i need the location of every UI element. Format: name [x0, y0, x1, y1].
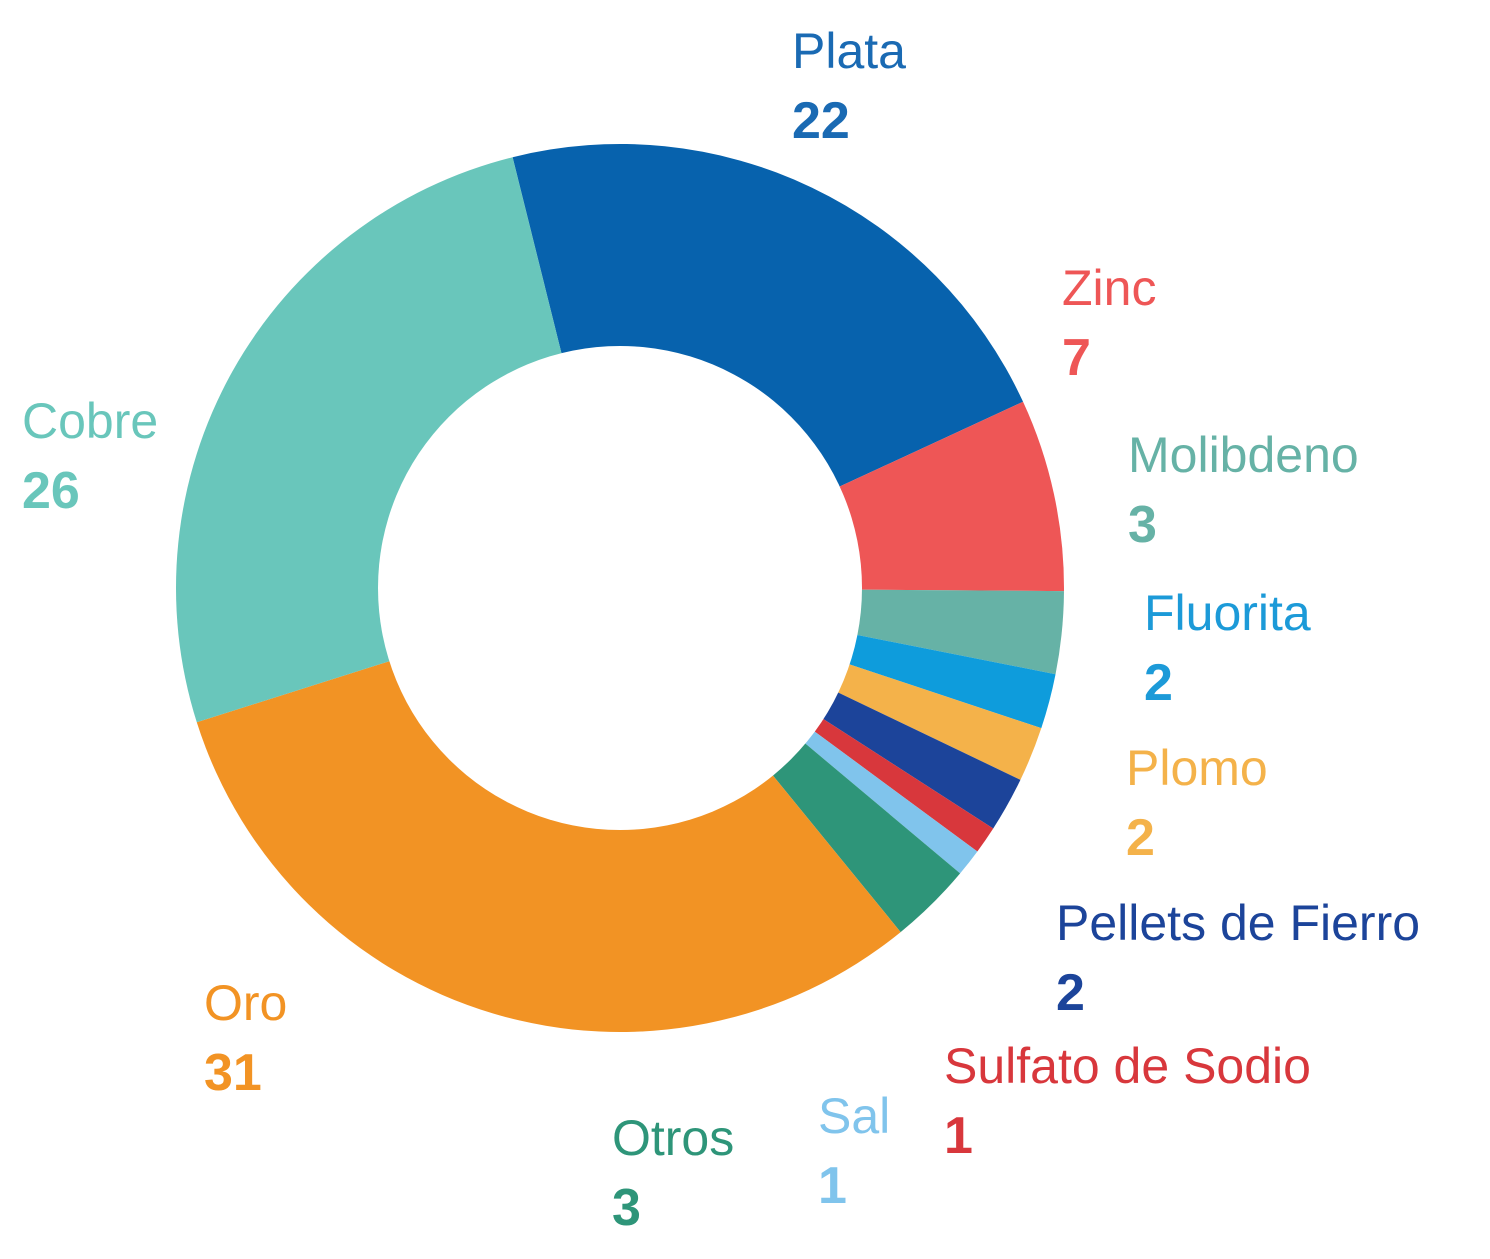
label-pellets-de-fierro: Pellets de Fierro — [1056, 895, 1420, 951]
label-sulfato-de-sodio: Sulfato de Sodio — [944, 1038, 1311, 1094]
label-sal: Sal — [818, 1088, 890, 1144]
label-oro: Oro — [204, 975, 287, 1031]
label-zinc: Zinc — [1062, 260, 1156, 316]
label-molibdeno: Molibdeno — [1128, 427, 1359, 483]
value-cobre: 26 — [22, 462, 80, 520]
value-sal: 1 — [818, 1157, 847, 1215]
value-plomo: 2 — [1126, 809, 1155, 867]
value-oro: 31 — [204, 1044, 262, 1102]
label-otros: Otros — [612, 1110, 734, 1166]
donut-labels: Plata 22 Zinc 7 Molibdeno 3 Fluorita 2 Plomo 2 Pel… — [22, 23, 1420, 1237]
value-sulfato-de-sodio: 1 — [944, 1107, 973, 1165]
value-molibdeno: 3 — [1128, 496, 1157, 554]
label-plata: Plata — [792, 23, 906, 79]
value-plata: 22 — [792, 92, 850, 150]
label-cobre: Cobre — [22, 393, 158, 449]
value-otros: 3 — [612, 1179, 641, 1237]
label-plomo: Plomo — [1126, 740, 1268, 796]
value-fluorita: 2 — [1144, 654, 1173, 712]
label-fluorita: Fluorita — [1144, 585, 1311, 641]
value-zinc: 7 — [1062, 329, 1091, 387]
donut-hole — [378, 346, 862, 830]
value-pellets-de-fierro: 2 — [1056, 964, 1085, 1022]
